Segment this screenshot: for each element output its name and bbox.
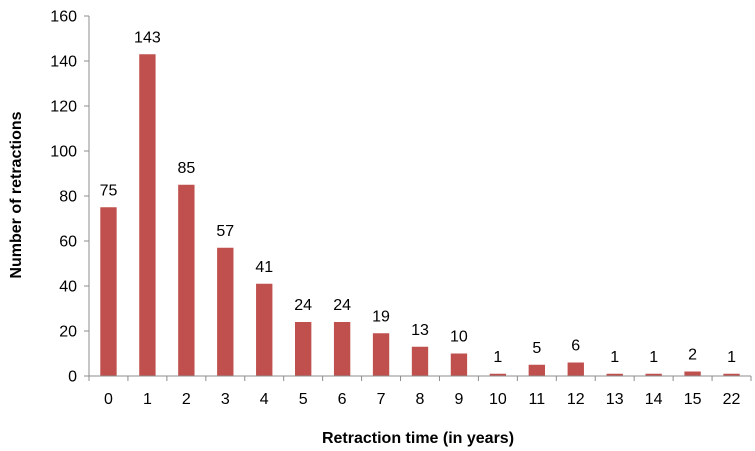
bar xyxy=(489,373,507,376)
x-tick-label: 7 xyxy=(377,391,386,408)
x-tick-label: 5 xyxy=(299,391,308,408)
x-tick-label: 22 xyxy=(723,391,741,408)
y-tick-label: 160 xyxy=(50,9,77,26)
data-label: 85 xyxy=(177,160,195,177)
data-label: 1 xyxy=(493,349,502,366)
y-axis-ticks: 0 20 40 60 80 100 120 140 160 xyxy=(50,9,89,386)
y-tick-label: 60 xyxy=(59,234,77,251)
x-tick-label: 8 xyxy=(416,391,425,408)
bar xyxy=(645,373,662,376)
x-tick-label: 12 xyxy=(567,391,585,408)
bar-series xyxy=(100,54,740,376)
x-tick-label: 1 xyxy=(143,391,152,408)
x-tick-label: 10 xyxy=(489,391,507,408)
bar xyxy=(178,184,195,376)
y-tick-label: 100 xyxy=(50,144,77,161)
data-label: 5 xyxy=(532,340,541,357)
data-label: 143 xyxy=(134,29,161,46)
y-tick-label: 140 xyxy=(50,54,77,71)
bar xyxy=(450,353,468,376)
x-tick-label: 15 xyxy=(684,391,702,408)
x-tick-label: 6 xyxy=(338,391,347,408)
data-label: 13 xyxy=(411,322,429,339)
bar xyxy=(723,373,740,376)
data-label: 24 xyxy=(294,297,312,314)
y-tick-label: 80 xyxy=(59,189,77,206)
x-tick-label: 11 xyxy=(529,391,546,408)
x-tick-label: 9 xyxy=(454,391,463,408)
data-labels: 75 143 85 57 41 24 24 19 13 10 1 5 6 1 1 2 1 xyxy=(100,29,737,366)
x-tick-label: 4 xyxy=(260,391,269,408)
data-label: 24 xyxy=(333,297,351,314)
bar xyxy=(333,322,351,376)
data-label: 19 xyxy=(372,308,390,325)
bar xyxy=(684,371,701,376)
x-tick-label: 0 xyxy=(104,391,113,408)
data-label: 10 xyxy=(450,329,468,346)
bar xyxy=(372,333,390,376)
bar xyxy=(139,54,156,376)
bar xyxy=(567,362,584,376)
data-label: 1 xyxy=(649,349,658,366)
data-label: 75 xyxy=(100,182,118,199)
bar xyxy=(528,364,546,376)
y-tick-label: 20 xyxy=(59,324,77,341)
bar xyxy=(256,283,273,376)
data-label: 1 xyxy=(727,349,736,366)
bar xyxy=(606,373,623,376)
x-tick-label: 14 xyxy=(645,391,663,408)
x-tick-label: 2 xyxy=(182,391,191,408)
x-tick-label: 13 xyxy=(606,391,624,408)
data-label: 2 xyxy=(688,347,697,364)
bar xyxy=(294,322,312,376)
bar xyxy=(411,346,429,376)
bar xyxy=(100,207,117,376)
x-tick-label: 3 xyxy=(221,391,230,408)
data-label: 57 xyxy=(216,223,234,240)
y-tick-label: 40 xyxy=(59,279,77,296)
data-label: 41 xyxy=(255,259,273,276)
y-tick-label: 120 xyxy=(50,99,77,116)
data-label: 1 xyxy=(610,349,619,366)
bar xyxy=(217,247,234,376)
x-axis-ticks: 0 1 2 3 4 5 6 7 8 9 10 11 12 13 14 15 22 xyxy=(88,376,752,408)
y-axis-title: Number of retractions xyxy=(8,111,25,278)
data-label: 6 xyxy=(571,338,580,355)
x-axis-title: Retraction time (in years) xyxy=(322,430,514,447)
y-tick-label: 0 xyxy=(68,369,77,386)
